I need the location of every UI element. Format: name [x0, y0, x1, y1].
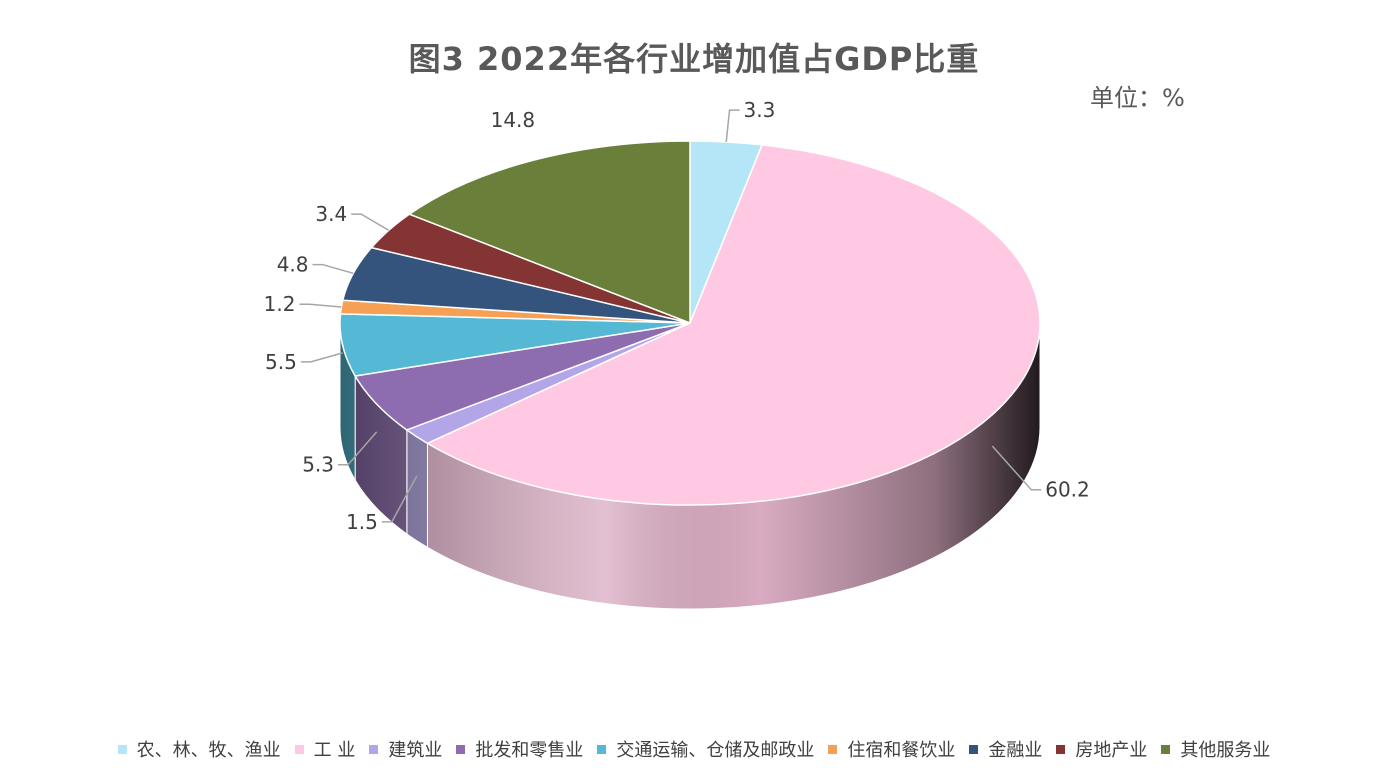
legend-swatch [828, 744, 838, 754]
legend-label: 其他服务业 [1180, 740, 1271, 761]
unit-label: 单位：% [1090, 84, 1185, 112]
legend-item: 金融业 [969, 736, 1042, 762]
slice-1 [426, 144, 1041, 506]
legend-item: 其他服务业 [1161, 736, 1270, 762]
legend-label: 金融业 [988, 740, 1043, 761]
legend-swatch [117, 744, 127, 754]
leader-line-7 [351, 213, 390, 231]
leader-line-0 [725, 109, 740, 143]
legend-swatch [969, 744, 979, 754]
chart-title: 图3 2022年各行业增加值占GDP比重 [408, 40, 980, 78]
legend-item: 建筑业 [369, 736, 442, 762]
pie-chart: 3.3 60.2 1.5 5.3 5.5 1.2 4.8 3.4 14.8 [264, 98, 1090, 610]
legend-swatch [456, 744, 466, 754]
legend-item: 工 业 [294, 736, 356, 762]
data-label-4: 5.5 [265, 350, 297, 374]
legend-label: 交通运输、仓储及邮政业 [616, 740, 815, 761]
legend-swatch [1056, 744, 1066, 754]
data-label-3: 5.3 [302, 453, 334, 477]
legend-swatch [294, 744, 304, 754]
legend-item: 交通运输、仓储及邮政业 [597, 736, 814, 762]
legend-label: 建筑业 [388, 740, 443, 761]
slice-8 [408, 140, 691, 324]
leader-line-3 [338, 431, 378, 466]
leader-line-1 [991, 445, 1042, 491]
data-label-2: 1.5 [346, 510, 378, 534]
leader-line-5 [299, 303, 342, 308]
legend-label: 批发和零售业 [475, 740, 584, 761]
legend-item: 房地产业 [1056, 736, 1147, 762]
legend-item: 农、林、牧、渔业 [117, 736, 281, 762]
legend-label: 农、林、牧、渔业 [136, 740, 281, 761]
legend-swatch [597, 744, 607, 754]
data-label-5: 1.2 [264, 292, 296, 316]
legend-item: 批发和零售业 [456, 736, 583, 762]
legend-item: 住宿和餐饮业 [828, 736, 955, 762]
data-label-1: 60.2 [1045, 478, 1090, 502]
data-label-0: 3.3 [744, 98, 776, 122]
data-label-6: 4.8 [277, 253, 309, 277]
leader-line-4 [300, 352, 343, 363]
legend: 农、林、牧、渔业 工 业 建筑业 批发和零售业 交通运输、仓储及邮政业 住宿和餐饮业 金融业… [0, 736, 1388, 762]
legend-label: 工 业 [313, 740, 356, 761]
legend-swatch [369, 744, 379, 754]
legend-swatch [1161, 744, 1171, 754]
data-label-8: 14.8 [491, 108, 536, 132]
leader-line-2 [381, 475, 418, 523]
leader-line-6 [312, 263, 354, 275]
legend-label: 住宿和餐饮业 [847, 740, 956, 761]
data-label-7: 3.4 [315, 202, 347, 226]
legend-label: 房地产业 [1075, 740, 1148, 761]
